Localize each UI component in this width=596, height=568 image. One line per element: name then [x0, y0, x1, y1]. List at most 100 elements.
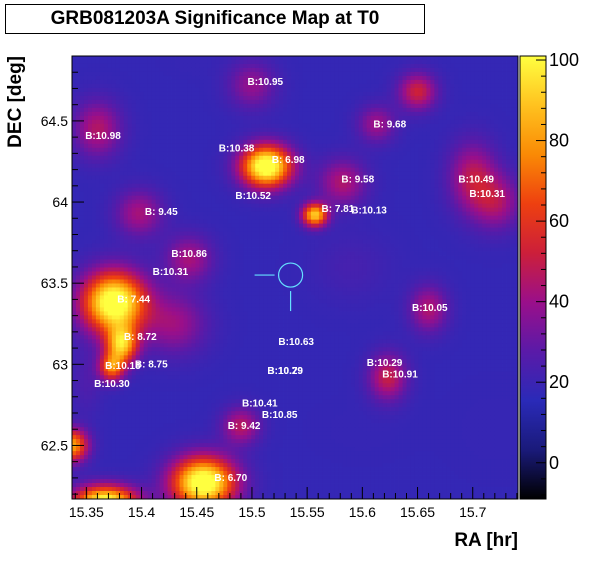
heatmap-cell [378, 111, 384, 117]
heatmap-cell [322, 91, 328, 97]
heatmap-cell [87, 191, 93, 197]
heatmap-cell [350, 91, 356, 97]
heatmap-cell [390, 67, 395, 73]
heatmap-cell [318, 111, 324, 117]
heatmap-cell [83, 87, 89, 93]
heatmap-cell [72, 195, 77, 201]
heatmap-cell [211, 95, 216, 101]
heatmap-cell [175, 103, 180, 109]
heatmap-cell [223, 167, 228, 173]
heatmap-cell [510, 183, 515, 189]
heatmap-cell [295, 223, 300, 229]
heatmap-cell [167, 223, 172, 229]
heatmap-cell [259, 75, 264, 81]
heatmap-cell [398, 75, 403, 81]
heatmap-cell [243, 191, 248, 197]
heatmap-cell [111, 223, 117, 229]
heatmap-cell [346, 147, 352, 153]
heatmap-cell [111, 103, 117, 109]
heatmap-cell [390, 135, 395, 141]
heatmap-cell [259, 231, 264, 236]
heatmap-cell [135, 231, 141, 236]
heatmap-cell [103, 87, 109, 93]
heatmap-cell [514, 75, 518, 81]
heatmap-cell [235, 75, 240, 81]
heatmap-cell [267, 167, 272, 173]
heatmap-cell [410, 191, 415, 197]
heatmap-cell [235, 127, 240, 133]
heatmap-cell [458, 139, 463, 145]
heatmap-cell [199, 67, 204, 73]
heatmap-cell [91, 135, 97, 141]
heatmap-cell [338, 99, 344, 105]
heatmap-cell [199, 56, 204, 61]
heatmap-cell [131, 75, 137, 81]
heatmap-cell [354, 219, 360, 225]
heatmap-cell [279, 223, 284, 229]
heatmap-cell [458, 211, 463, 217]
heatmap-cell [115, 56, 121, 61]
heatmap-cell [470, 83, 475, 89]
heatmap-cell [203, 175, 208, 181]
heatmap-cell [175, 159, 180, 165]
heatmap-cell [298, 131, 304, 137]
heatmap-cell [139, 151, 145, 157]
heatmap-cell [398, 223, 403, 229]
heatmap-cell [191, 231, 196, 236]
heatmap-cell [514, 63, 518, 69]
heatmap-cell [183, 59, 188, 65]
heatmap-cell [163, 87, 168, 93]
heatmap-cell [231, 67, 236, 73]
heatmap-cell [143, 147, 149, 153]
heatmap-cell [263, 195, 268, 201]
heatmap-cell [259, 123, 264, 129]
heatmap-cell [251, 79, 256, 85]
heatmap-cell [330, 191, 336, 197]
heatmap-cell [91, 171, 97, 177]
heatmap-cell [175, 203, 180, 209]
heatmap-cell [462, 159, 467, 165]
heatmap-cell [259, 127, 264, 133]
heatmap-cell [358, 71, 364, 77]
heatmap-cell [334, 139, 340, 145]
heatmap-cell [474, 163, 479, 169]
heatmap-cell [334, 151, 340, 157]
heatmap-cell [211, 167, 216, 173]
heatmap-cell [458, 187, 463, 193]
heatmap-cell [183, 71, 188, 77]
heatmap-cell [302, 107, 308, 113]
heatmap-cell [239, 223, 244, 229]
heatmap-cell [219, 91, 224, 97]
heatmap-cell [175, 171, 180, 177]
heatmap-cell [147, 175, 153, 181]
heatmap-cell [462, 127, 467, 133]
heatmap-cell [478, 207, 483, 213]
heatmap-cell [410, 179, 415, 185]
heatmap-cell [291, 79, 296, 85]
heatmap-cell [191, 67, 196, 73]
heatmap-cell [295, 63, 300, 69]
heatmap-cell [183, 111, 188, 117]
heatmap-cell [247, 87, 252, 93]
heatmap-cell [127, 95, 133, 101]
heatmap-cell [131, 151, 137, 157]
heatmap-cell [386, 75, 391, 81]
heatmap-cell [382, 127, 387, 133]
heatmap-cell [251, 175, 256, 181]
heatmap-cell [143, 91, 149, 97]
heatmap-cell [295, 131, 300, 137]
heatmap-cell [219, 183, 224, 189]
heatmap-cell [123, 139, 129, 145]
heatmap-cell [442, 171, 447, 177]
heatmap-cell [231, 107, 236, 113]
heatmap-cell [107, 219, 113, 225]
heatmap-cell [330, 83, 336, 89]
heatmap-cell [466, 95, 471, 101]
heatmap-cell [267, 163, 272, 169]
heatmap-cell [259, 199, 264, 205]
heatmap-cell [362, 155, 368, 161]
heatmap-cell [163, 199, 168, 205]
heatmap-cell [151, 143, 157, 149]
heatmap-cell [87, 67, 93, 73]
heatmap-cell [119, 175, 125, 181]
